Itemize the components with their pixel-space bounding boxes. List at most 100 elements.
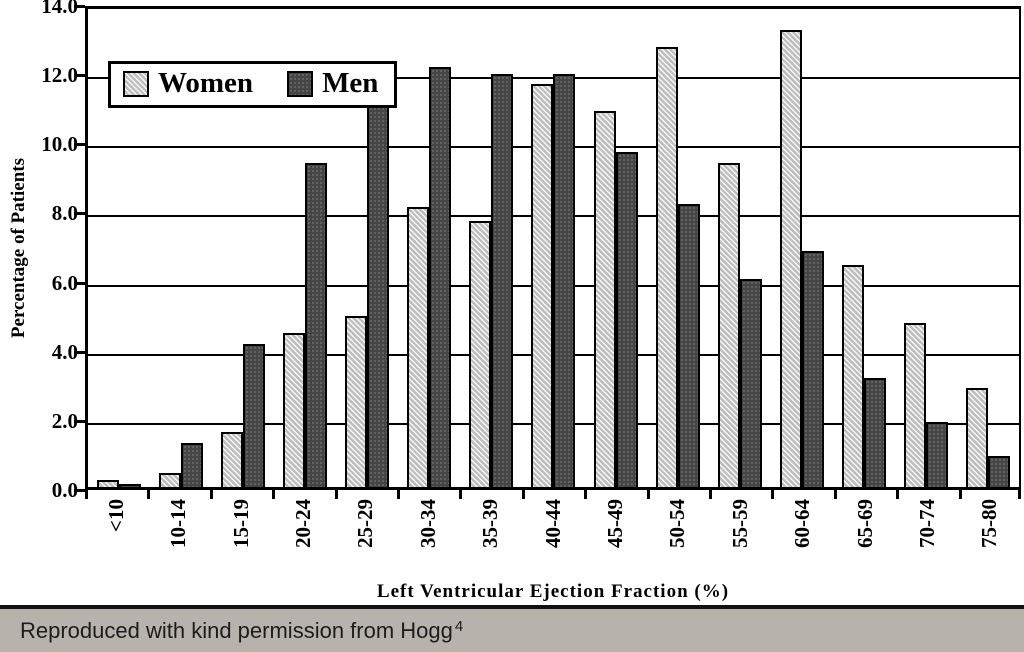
bar-group-30-34	[398, 9, 460, 487]
x-tick-label: 65-69	[852, 499, 877, 548]
y-tick	[74, 489, 85, 492]
x-label-cell: 65-69	[834, 499, 896, 577]
bar-group-60-64	[771, 9, 833, 487]
x-label-cell: 75-80	[959, 499, 1021, 577]
bar-men-60-64	[801, 251, 824, 487]
legend: Women Men	[108, 61, 398, 108]
x-tick-label: <10	[103, 499, 128, 532]
y-tick-label: 12.0	[41, 63, 78, 88]
caption-text: Reproduced with kind permission from Hog…	[20, 617, 453, 643]
bar-men-20-24	[305, 162, 328, 487]
x-tick	[459, 490, 463, 499]
x-tick	[709, 490, 712, 499]
bar-women-25-29	[345, 316, 368, 487]
bar-women-75-80	[965, 388, 988, 487]
caption-bar: Reproduced with kind permission from Hog…	[0, 609, 1024, 652]
y-tick-label: 4.0	[51, 339, 78, 364]
bar-group-15-19	[212, 9, 274, 487]
x-tick	[958, 490, 962, 499]
y-tick-label: 14.0	[41, 0, 78, 18]
x-label-cell: 35-39	[459, 499, 521, 577]
x-tick	[771, 490, 775, 499]
bar-group--10	[88, 9, 150, 487]
x-tick-label: 60-64	[790, 499, 815, 548]
x-tick-label: 20-24	[290, 499, 315, 548]
x-tick	[209, 490, 213, 499]
y-tick-label: 2.0	[51, 408, 78, 433]
x-label-cell: 15-19	[210, 499, 272, 577]
bar-women-55-59	[717, 162, 740, 487]
bar-men-70-74	[925, 422, 948, 487]
bar-group-65-69	[833, 9, 895, 487]
bar-men--10	[119, 483, 142, 487]
x-label-cell: 25-29	[335, 499, 397, 577]
bar-men-50-54	[677, 203, 700, 487]
plot-area: Women Men	[85, 6, 1021, 490]
x-tick-label: 50-54	[665, 499, 690, 548]
bar-group-35-39	[460, 9, 522, 487]
x-tick	[272, 490, 276, 499]
x-label-cell: 55-59	[709, 499, 771, 577]
x-label-cell: 30-34	[397, 499, 459, 577]
x-tick-label: 40-44	[540, 499, 565, 548]
x-tick	[646, 490, 650, 499]
legend-swatch-men	[287, 70, 314, 97]
bar-men-75-80	[987, 456, 1010, 487]
bar-women-65-69	[841, 265, 864, 487]
x-tick-label: 25-29	[353, 499, 378, 548]
x-tick-label: 30-34	[415, 499, 440, 548]
y-tick	[74, 212, 85, 216]
x-label-cell: <10	[85, 499, 147, 577]
bar-group-55-59	[709, 9, 771, 487]
x-label-cell: 50-54	[647, 499, 709, 577]
bar-groups	[88, 9, 1019, 487]
bar-group-70-74	[895, 9, 957, 487]
bar-men-10-14	[181, 442, 204, 487]
bar-group-20-24	[274, 9, 336, 487]
bar-women-35-39	[469, 220, 492, 487]
y-tick	[74, 143, 85, 147]
x-label-cell: 45-49	[584, 499, 646, 577]
bar-men-55-59	[739, 278, 762, 487]
x-label-cell: 70-74	[896, 499, 958, 577]
x-tick-label: 45-49	[602, 499, 627, 548]
y-tick	[74, 74, 85, 78]
bar-women-10-14	[159, 473, 182, 487]
legend-label-men: Men	[322, 67, 379, 99]
x-label-cell: 40-44	[522, 499, 584, 577]
y-tick-label: 8.0	[51, 201, 78, 226]
bar-group-75-80	[957, 9, 1019, 487]
bar-women-60-64	[779, 29, 802, 487]
x-label-cell: 60-64	[771, 499, 833, 577]
x-tick-label: 75-80	[977, 499, 1002, 548]
bar-men-35-39	[491, 73, 514, 487]
x-label-cell: 10-14	[147, 499, 209, 577]
x-tick	[1018, 490, 1021, 499]
caption-divider	[0, 605, 1024, 609]
x-tick-label: 55-59	[727, 499, 752, 548]
legend-item-men: Men	[287, 69, 378, 98]
y-tick	[74, 281, 85, 285]
caption-superscript: 4	[454, 617, 464, 635]
bar-women-45-49	[593, 111, 616, 487]
bar-women-70-74	[903, 323, 926, 487]
bar-men-45-49	[615, 152, 638, 487]
bar-women-20-24	[283, 333, 306, 487]
x-axis-labels: <10 10-14 15-19 20-24 25-29 30-34 35-39 40-44 45…	[85, 499, 1021, 577]
bar-men-25-29	[367, 104, 390, 487]
y-tick-label: 6.0	[51, 270, 78, 295]
x-tick	[397, 490, 400, 499]
bar-men-40-44	[553, 73, 576, 487]
bar-women-15-19	[221, 432, 244, 487]
bar-men-15-19	[243, 343, 266, 487]
bar-women-50-54	[655, 46, 678, 487]
y-tick	[74, 350, 85, 354]
x-tick	[584, 490, 588, 499]
y-axis-title: Percentage of Patients	[8, 157, 29, 339]
bar-men-30-34	[429, 67, 452, 487]
bar-men-65-69	[863, 377, 886, 487]
legend-label-women: Women	[158, 67, 254, 99]
bar-women-30-34	[407, 207, 430, 487]
x-tick-label: 35-39	[478, 499, 503, 548]
x-tick	[833, 490, 837, 499]
